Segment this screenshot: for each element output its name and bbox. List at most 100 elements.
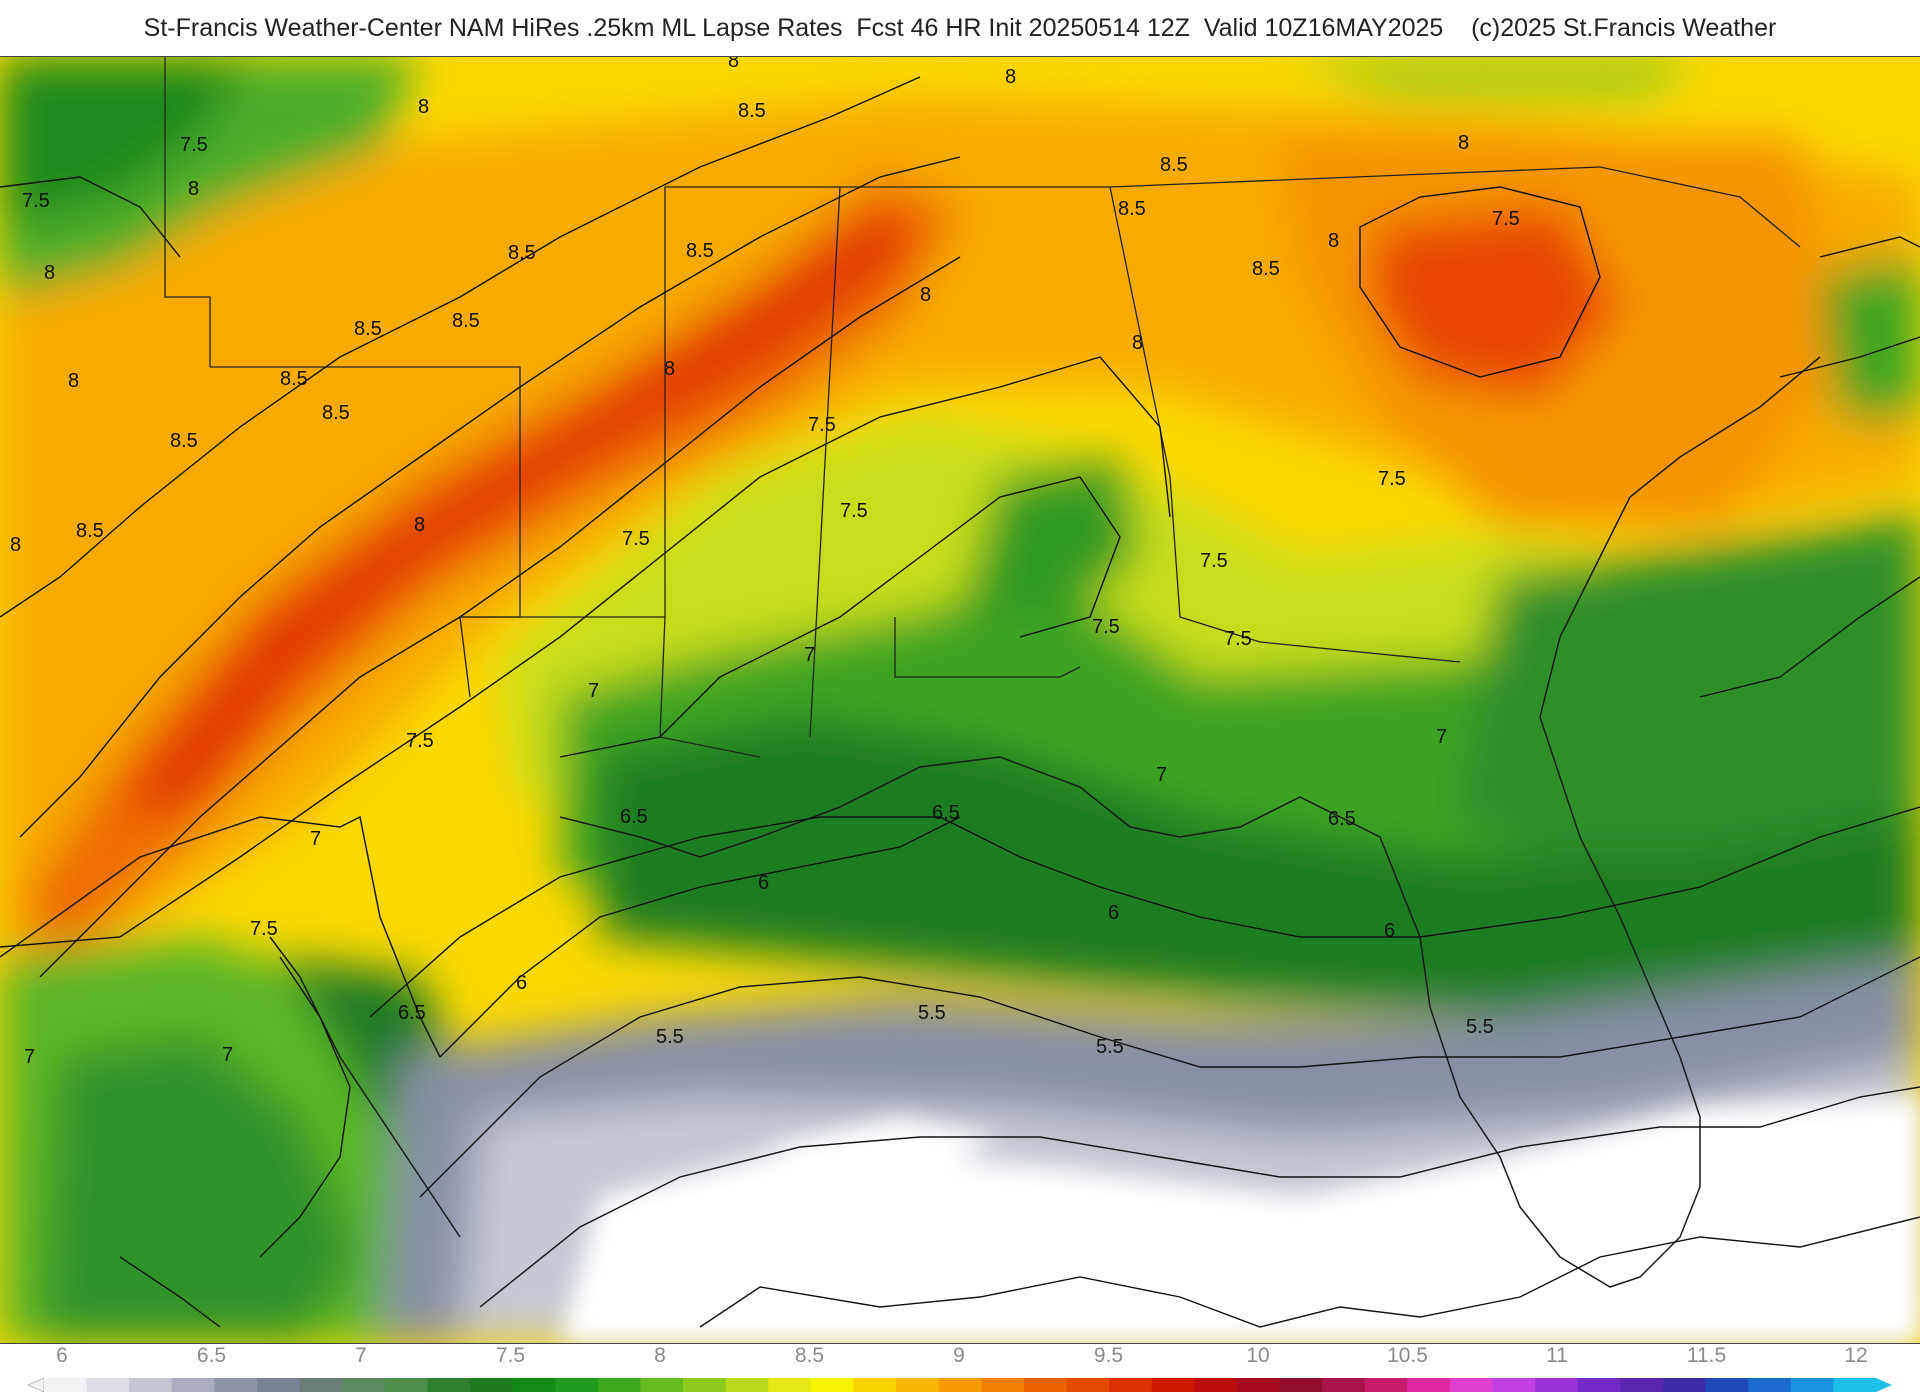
- state-borders: [164, 57, 1801, 758]
- contour-label: 7: [804, 644, 815, 666]
- colorbar-swatch: [1023, 1378, 1068, 1392]
- colorbar-swatch: [597, 1378, 642, 1392]
- colorbar-swatch: [1151, 1378, 1195, 1392]
- colorbar-swatch: [1790, 1378, 1834, 1392]
- contour-label: 8: [920, 284, 931, 306]
- colorbar-tick: 9.5: [1093, 1344, 1124, 1367]
- map-title: St-Francis Weather-Center NAM HiRes .25k…: [143, 13, 1777, 42]
- coastline: [0, 356, 1821, 1288]
- colorbar-swatch: [981, 1378, 1025, 1392]
- colorbar-swatch: [171, 1378, 216, 1392]
- colorbar-tick: 7.5: [495, 1344, 526, 1367]
- contour-label: 8.5: [280, 368, 308, 390]
- colorbar-swatch: [1066, 1378, 1110, 1392]
- contour-label: 6: [1108, 902, 1119, 924]
- contour-label: 5.5: [1466, 1016, 1494, 1038]
- colorbar-swatch: [384, 1378, 429, 1392]
- colorbar-swatch: [938, 1378, 982, 1392]
- contour-label: 8: [44, 262, 55, 284]
- contour-label: 6.5: [398, 1002, 426, 1024]
- lapse-rate-shading: [0, 57, 1920, 1343]
- contour-label: 8: [10, 534, 21, 556]
- contour-label: 8.5: [738, 100, 766, 122]
- colorbar-arrow-right: [1876, 1378, 1892, 1392]
- contour-label: 5.5: [918, 1002, 946, 1024]
- colorbar-scale: [28, 1378, 1892, 1392]
- colorbar-tick: 10.5: [1387, 1344, 1428, 1367]
- colorbar-swatch: [470, 1378, 514, 1392]
- contour-label: 8: [188, 178, 199, 200]
- contour-label: 8: [664, 358, 675, 380]
- colorbar-swatch: [853, 1378, 897, 1392]
- lapse-rate-map: 8 8 8.5 8 7.5 7.5 8 8 8 8.5 8.5 8.5 8.5 …: [0, 56, 1920, 1344]
- colorbar-swatch: [44, 1378, 88, 1392]
- colorbar-swatch: [1194, 1378, 1238, 1392]
- contour-label: 8.5: [322, 402, 350, 424]
- contour-label: 7.5: [1092, 616, 1120, 638]
- contour-label: 6.5: [620, 806, 648, 828]
- colorbar-swatch: [1492, 1378, 1536, 1392]
- contour-label: 8.5: [686, 240, 714, 262]
- contour-label: 7.5: [22, 190, 50, 212]
- colorbar-arrow-left: [28, 1378, 45, 1392]
- contour-label: 8.5: [354, 318, 382, 340]
- contour-label: 7: [1436, 726, 1447, 748]
- colorbar-tick: 11: [1546, 1344, 1568, 1367]
- contour-label: 6: [1384, 920, 1395, 942]
- contour-label: 7.5: [808, 414, 836, 436]
- contour-lines: [0, 76, 1920, 1328]
- colorbar-swatch: [1279, 1378, 1323, 1392]
- contour-label: 8: [1005, 66, 1016, 88]
- colorbar-swatch: [810, 1378, 855, 1392]
- contour-label: 6: [758, 872, 769, 894]
- colorbar-swatch: [768, 1378, 812, 1392]
- colorbar-swatch: [1407, 1378, 1451, 1392]
- colorbar-swatch: [129, 1378, 173, 1392]
- contour-label: 7.5: [840, 500, 868, 522]
- colorbar-swatch: [1449, 1378, 1494, 1392]
- contour-label: 6.5: [1328, 808, 1356, 830]
- colorbar-swatch: [214, 1378, 258, 1392]
- contour-label: 7.5: [250, 918, 278, 940]
- colorbar-swatch: [1833, 1378, 1877, 1392]
- colorbar-swatch: [1620, 1378, 1664, 1392]
- contour-label: 7.5: [406, 730, 434, 752]
- contour-label: 8.5: [508, 242, 536, 264]
- contour-label: 7.5: [622, 528, 650, 550]
- colorbar-swatch: [1705, 1378, 1749, 1392]
- contour-label: 7.5: [180, 134, 208, 156]
- colorbar-swatch: [1364, 1378, 1408, 1392]
- colorbar-swatch: [683, 1378, 727, 1392]
- colorbar-legend: 6 6.5 7 7.5 8 8.5 9 9.5 10 10.5 11 11.5 …: [0, 1342, 1920, 1400]
- contour-label: 7: [24, 1046, 35, 1068]
- contour-label: 8: [1458, 132, 1469, 154]
- contour-label: 8: [728, 57, 739, 72]
- contour-label: 7.5: [1224, 628, 1252, 650]
- colorbar-tick: 7: [355, 1344, 367, 1367]
- contour-label: 5.5: [1096, 1036, 1124, 1058]
- colorbar-tick: 8.5: [794, 1344, 825, 1367]
- contour-label: 7: [1156, 764, 1167, 786]
- contour-label: 7: [310, 828, 321, 850]
- colorbar-swatch: [299, 1378, 343, 1392]
- contour-label: 8: [68, 370, 79, 392]
- colorbar-swatch: [86, 1378, 130, 1392]
- colorbar-tick: 12: [1844, 1344, 1868, 1367]
- colorbar-swatch: [555, 1378, 599, 1392]
- colorbar-swatch: [257, 1378, 301, 1392]
- colorbar-tick: 10: [1246, 1344, 1270, 1367]
- contour-label: 8: [1132, 332, 1143, 354]
- contour-label: 6.5: [932, 802, 960, 824]
- contour-label: 7.5: [1200, 550, 1228, 572]
- contour-label: 8: [418, 96, 429, 118]
- colorbar-swatch: [512, 1378, 556, 1392]
- contour-label: 8: [1328, 230, 1339, 252]
- colorbar-swatch: [1109, 1378, 1153, 1392]
- colorbar-tick: 6: [56, 1344, 68, 1367]
- colorbar-swatch: [1748, 1378, 1792, 1392]
- colorbar-swatch: [725, 1378, 769, 1392]
- colorbar-tick: 6.5: [196, 1344, 227, 1367]
- contour-label-layer: 8 8 8.5 8 7.5 7.5 8 8 8 8.5 8.5 8.5 8.5 …: [10, 57, 1520, 1068]
- colorbar-swatch: [640, 1378, 684, 1392]
- colorbar-swatch: [1322, 1378, 1366, 1392]
